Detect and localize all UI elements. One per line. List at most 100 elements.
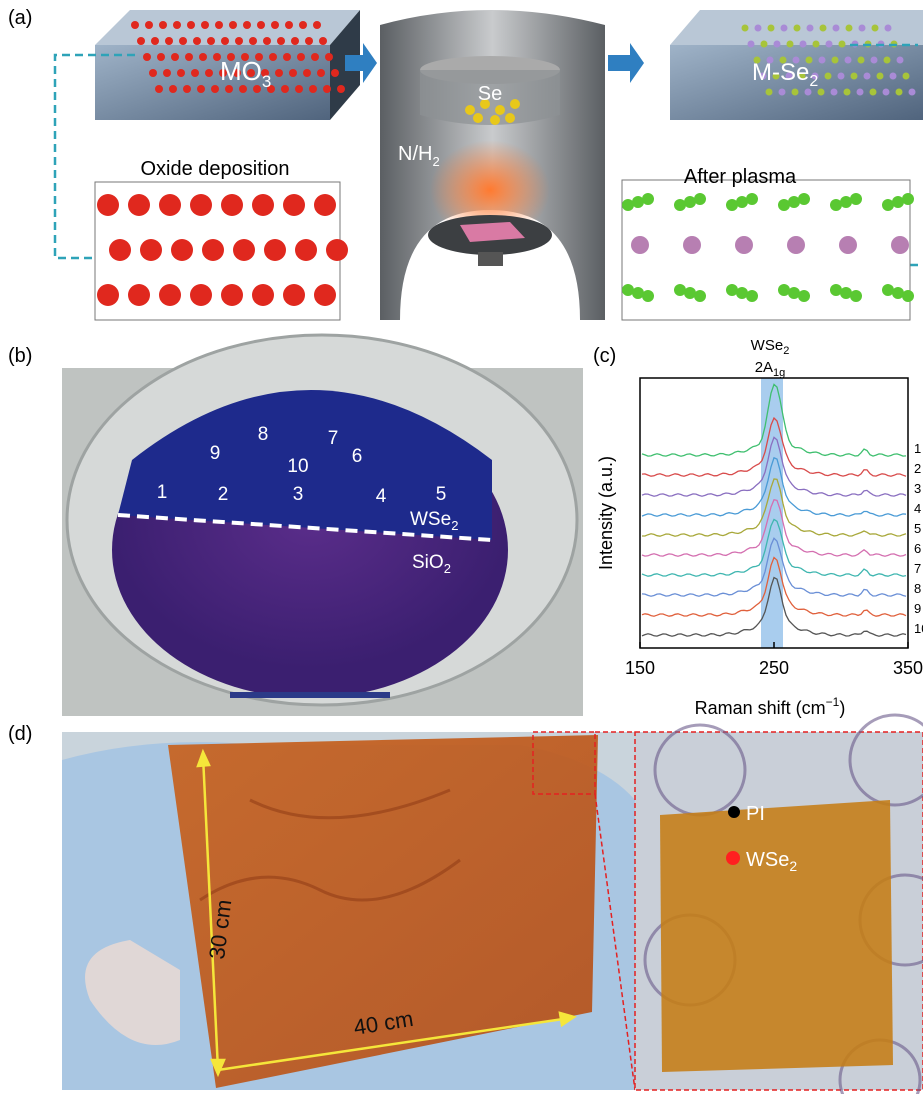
atom (864, 73, 871, 80)
trace-label: 9 (914, 601, 921, 616)
point-label: 3 (293, 484, 304, 505)
atom (190, 194, 212, 216)
atom (283, 53, 291, 61)
atom (819, 57, 826, 64)
atom (269, 53, 277, 61)
atom (826, 41, 833, 48)
atom (149, 69, 157, 77)
atom (201, 21, 209, 29)
atom (173, 21, 181, 29)
trace-label: 2 (914, 461, 921, 476)
atom (846, 25, 853, 32)
peak-label: 2A1g (755, 359, 786, 379)
atom (839, 41, 846, 48)
atom (314, 284, 336, 306)
atom (798, 290, 810, 302)
atom (233, 239, 255, 261)
atom (159, 284, 181, 306)
atom (746, 290, 758, 302)
atom (202, 239, 224, 261)
atom (221, 284, 243, 306)
atom (735, 236, 753, 254)
point-label: 10 (287, 456, 308, 477)
atom (857, 89, 864, 96)
x-tick-label: 150 (625, 658, 655, 678)
trace-label: 3 (914, 481, 921, 496)
atom (128, 194, 150, 216)
atom (163, 69, 171, 77)
atom (295, 85, 303, 93)
atom (159, 21, 167, 29)
atom (787, 41, 794, 48)
atom (299, 21, 307, 29)
atom (694, 290, 706, 302)
panel-label: (d) (8, 723, 32, 745)
atom (325, 53, 333, 61)
inset-box (622, 180, 910, 320)
atom (252, 284, 274, 306)
atom (187, 21, 195, 29)
panel-label: (c) (593, 345, 616, 367)
atom (903, 73, 910, 80)
atom (798, 193, 810, 205)
dot (728, 806, 740, 818)
panel-label: (b) (8, 345, 32, 367)
atom (839, 236, 857, 254)
dot (726, 851, 740, 865)
atom (211, 85, 219, 93)
atom (159, 194, 181, 216)
atom (896, 89, 903, 96)
atom (145, 21, 153, 29)
atom (193, 37, 201, 45)
atom (642, 290, 654, 302)
atom (746, 193, 758, 205)
atom (897, 57, 904, 64)
atom (263, 37, 271, 45)
atom (833, 25, 840, 32)
atom (631, 236, 649, 254)
atom (305, 37, 313, 45)
trace-label: 1 (914, 441, 921, 456)
atom (891, 236, 909, 254)
atom (792, 89, 799, 96)
atom (694, 193, 706, 205)
atom (253, 85, 261, 93)
point-label: 7 (328, 428, 339, 449)
point-label: 2 (218, 484, 229, 505)
atom (831, 89, 838, 96)
atom (283, 194, 305, 216)
atom (885, 25, 892, 32)
atom (800, 41, 807, 48)
point-label: 1 (157, 482, 168, 503)
panel-c: (c) WSe2 2A1g Intensity (a.u.) Raman shi… (593, 337, 923, 718)
atom (207, 37, 215, 45)
trace-label: 7 (914, 561, 921, 576)
atom (131, 21, 139, 29)
panel-b: (b) 12345678910 WSe2 SiO2 (8, 335, 583, 716)
atom (761, 41, 768, 48)
atom (205, 69, 213, 77)
atom (277, 37, 285, 45)
atom (295, 239, 317, 261)
atom (171, 239, 193, 261)
atom (313, 21, 321, 29)
atom (794, 25, 801, 32)
atom (297, 53, 305, 61)
atom (337, 85, 345, 93)
atom (128, 284, 150, 306)
atom (191, 69, 199, 77)
atom (832, 57, 839, 64)
x-axis-label: Raman shift (cm−1) (695, 695, 846, 718)
atom (271, 21, 279, 29)
atom (303, 69, 311, 77)
trace-label: 6 (914, 541, 921, 556)
atom (323, 85, 331, 93)
x-tick-label: 350 (893, 658, 923, 678)
atom (311, 53, 319, 61)
atom (249, 37, 257, 45)
atom (177, 69, 185, 77)
atom (642, 193, 654, 205)
point-label: 5 (436, 484, 447, 505)
atom (221, 37, 229, 45)
atom (229, 21, 237, 29)
